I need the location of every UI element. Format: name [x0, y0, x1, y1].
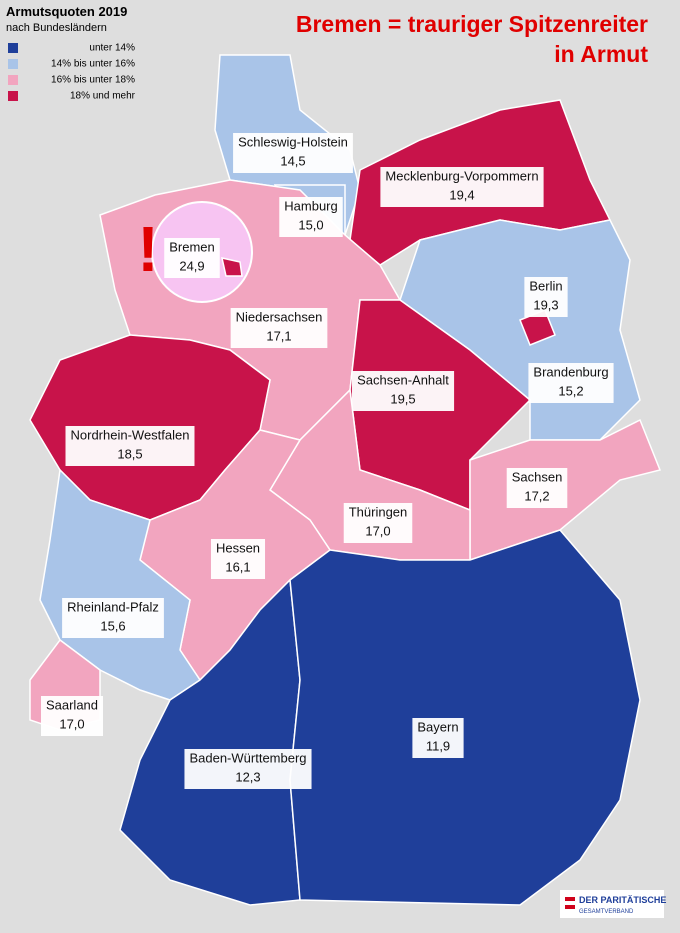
- headline: Bremen = trauriger Spitzenreiter: [296, 11, 648, 37]
- region-name: Brandenburg: [533, 364, 608, 379]
- legend-items: unter 14% 14% bis unter 16% 16% bis unter …: [8, 43, 136, 102]
- region-value: 17,2: [524, 488, 549, 503]
- region-label: Baden-Württemberg 12,3: [184, 749, 312, 789]
- region-name: Baden-Württemberg: [189, 750, 306, 765]
- region-value: 12,3: [235, 769, 260, 784]
- logo-sub: GESAMTVERBAND: [579, 909, 634, 915]
- logo-box: [560, 890, 664, 918]
- region-value: 15,2: [558, 383, 583, 398]
- region-label: Mecklenburg-Vorpommern 19,4: [380, 167, 544, 207]
- legend-label: 16% bis unter 18%: [51, 75, 135, 86]
- region-label: Brandenburg 15,2: [528, 363, 614, 403]
- region-name: Berlin: [529, 278, 562, 293]
- logo-icon: [565, 905, 575, 909]
- region-name: Schleswig-Holstein: [238, 134, 348, 149]
- label-box: [184, 749, 312, 789]
- label-box: [65, 426, 195, 466]
- region-label: Sachsen-Anhalt 19,5: [351, 371, 455, 411]
- region-name: Hamburg: [284, 198, 337, 213]
- label-box: [40, 696, 104, 736]
- region-name: Rheinland-Pfalz: [67, 599, 159, 614]
- region-value: 16,1: [225, 559, 250, 574]
- label-box: [279, 197, 343, 237]
- region-value: 17,0: [59, 716, 84, 731]
- region-value: 15,0: [298, 217, 323, 232]
- region-name: Thüringen: [349, 504, 408, 519]
- region-value: 17,1: [266, 328, 291, 343]
- logo-name: DER PARITÄTISCHE: [579, 895, 666, 905]
- region-value: 19,4: [449, 187, 474, 202]
- legend-label: 18% und mehr: [70, 91, 136, 102]
- label-box: [351, 371, 455, 411]
- region-name: Niedersachsen: [236, 309, 323, 324]
- label-box: [528, 363, 614, 403]
- region-name: Bayern: [417, 719, 458, 734]
- region-label: Sachsen 17,2: [506, 468, 568, 508]
- legend-label: unter 14%: [89, 43, 135, 54]
- label-box: [230, 308, 328, 348]
- logo-icon: [565, 897, 575, 901]
- labels: Schleswig-Holstein 14,5 Hamburg 15,0 Mecklen…: [40, 133, 614, 789]
- region-name: Sachsen: [512, 469, 563, 484]
- headline: in Armut: [554, 41, 648, 67]
- region-label: Hamburg 15,0: [279, 197, 343, 237]
- region-label: Hessen 16,1: [210, 539, 266, 579]
- state: [221, 257, 243, 277]
- label-box: [233, 133, 353, 173]
- region-value: 14,5: [280, 153, 305, 168]
- region-value: 19,5: [390, 391, 415, 406]
- region-label: Rheinland-Pfalz 15,6: [62, 598, 164, 638]
- region-value: 19,3: [533, 297, 558, 312]
- label-box: [524, 277, 568, 317]
- region-name: Sachsen-Anhalt: [357, 372, 449, 387]
- label-box: [343, 503, 413, 543]
- alert-mark: !: [137, 213, 158, 285]
- region-label: Thüringen 17,0: [343, 503, 413, 543]
- label-box: [380, 167, 544, 207]
- region-label: Nordrhein-Westfalen 18,5: [65, 426, 195, 466]
- legend-swatch: [8, 75, 18, 85]
- label-box: [506, 468, 568, 508]
- label-box: [62, 598, 164, 638]
- label-box: [164, 238, 220, 278]
- legend: Armutsquoten 2019 nach Bundesländern unt…: [6, 4, 136, 102]
- region-value: 11,9: [426, 738, 450, 753]
- region-label: Schleswig-Holstein 14,5: [233, 133, 353, 173]
- legend-subtitle: nach Bundesländern: [6, 22, 107, 34]
- region-label: Bayern 11,9: [412, 718, 464, 758]
- region-label: Saarland 17,0: [40, 696, 104, 736]
- region-value: 24,9: [179, 258, 204, 273]
- logo: DER PARITÄTISCHE GESAMTVERBAND: [560, 890, 666, 918]
- region-name: Bremen: [169, 239, 215, 254]
- region-label: Niedersachsen 17,1: [230, 308, 328, 348]
- region-value: 18,5: [117, 446, 142, 461]
- region-value: 15,6: [100, 618, 125, 633]
- legend-label: 14% bis unter 16%: [51, 59, 135, 70]
- legend-title: Armutsquoten 2019: [6, 4, 127, 19]
- label-box: [412, 718, 464, 758]
- label-box: [210, 539, 266, 579]
- region-name: Saarland: [46, 697, 98, 712]
- legend-swatch: [8, 59, 18, 69]
- region-name: Mecklenburg-Vorpommern: [385, 168, 538, 183]
- state: [289, 529, 641, 906]
- region-name: Nordrhein-Westfalen: [71, 427, 190, 442]
- legend-swatch: [8, 91, 18, 101]
- legend-swatch: [8, 43, 18, 53]
- region-value: 17,0: [365, 523, 390, 538]
- region-label: Bremen 24,9: [164, 238, 220, 278]
- region-label: Berlin 19,3: [524, 277, 568, 317]
- region-name: Hessen: [216, 540, 260, 555]
